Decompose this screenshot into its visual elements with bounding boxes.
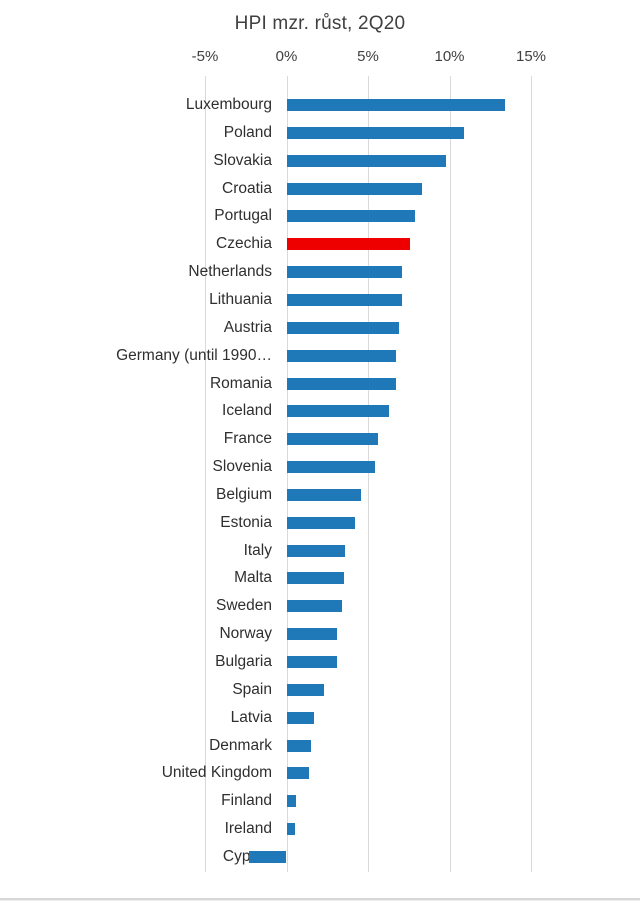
bar <box>286 656 338 668</box>
bar <box>286 823 295 836</box>
bar <box>286 795 297 808</box>
bar <box>286 349 396 362</box>
gridline <box>368 76 369 872</box>
category-label: Malta <box>234 569 272 587</box>
bar <box>286 266 403 279</box>
bottom-divider <box>0 898 640 901</box>
bar <box>286 182 422 195</box>
bar <box>286 293 403 306</box>
category-label: Cyprus <box>222 847 272 865</box>
bar <box>286 628 338 641</box>
category-label: Denmark <box>209 736 272 754</box>
category-label: Germany (until 1990… <box>116 346 272 364</box>
category-label: Poland <box>223 123 272 141</box>
bar <box>286 767 310 780</box>
bar <box>286 572 344 585</box>
bar <box>249 850 287 863</box>
category-label: Slovakia <box>213 151 272 169</box>
bar <box>286 405 390 418</box>
category-label: Slovenia <box>212 458 272 476</box>
category-label: France <box>223 430 272 448</box>
axis-tick-label: 10% <box>434 48 465 65</box>
bar <box>286 126 465 139</box>
bar <box>286 99 505 111</box>
category-label: Austria <box>223 318 272 336</box>
category-label: Lithuania <box>209 290 272 308</box>
bar <box>286 377 396 390</box>
category-label: Spain <box>232 680 272 698</box>
gridline <box>449 76 451 872</box>
gridline <box>286 76 288 872</box>
category-label: Sweden <box>215 597 272 615</box>
bar <box>286 544 346 557</box>
category-label: Iceland <box>222 402 272 420</box>
category-label: Norway <box>219 625 272 643</box>
category-label: Czechia <box>216 235 272 253</box>
category-label: Luxembourg <box>185 96 272 113</box>
axis-tick-label: 0% <box>275 48 298 65</box>
bar <box>286 516 355 529</box>
bar <box>286 739 311 752</box>
category-label: United Kingdom <box>161 764 272 782</box>
bar <box>286 433 378 446</box>
category-label: Ireland <box>224 820 272 838</box>
chart-title: HPI mzr. růst, 2Q20 <box>234 13 406 34</box>
gridline <box>531 76 532 872</box>
gridline <box>205 76 206 872</box>
bar <box>286 321 399 334</box>
category-label: Latvia <box>230 708 272 726</box>
axis-tick-label: -5% <box>191 48 219 65</box>
category-label: Estonia <box>220 513 272 531</box>
bar <box>286 154 447 167</box>
category-label: Croatia <box>222 179 272 197</box>
bar <box>286 210 416 223</box>
category-label: Bulgaria <box>215 653 272 670</box>
category-label: Italy <box>243 541 272 559</box>
axis-tick-label: 15% <box>515 48 547 65</box>
category-label: Portugal <box>214 207 272 225</box>
bar-highlighted <box>286 238 411 251</box>
category-label: Romania <box>209 374 272 392</box>
bar <box>286 461 375 474</box>
bar <box>286 488 362 501</box>
category-label: Belgium <box>216 485 272 503</box>
bar <box>286 683 324 696</box>
axis-tick-label: 5% <box>357 48 379 65</box>
category-label: Netherlands <box>188 263 272 281</box>
bar <box>286 600 342 613</box>
category-label: Finland <box>221 792 272 810</box>
bar <box>286 711 315 724</box>
